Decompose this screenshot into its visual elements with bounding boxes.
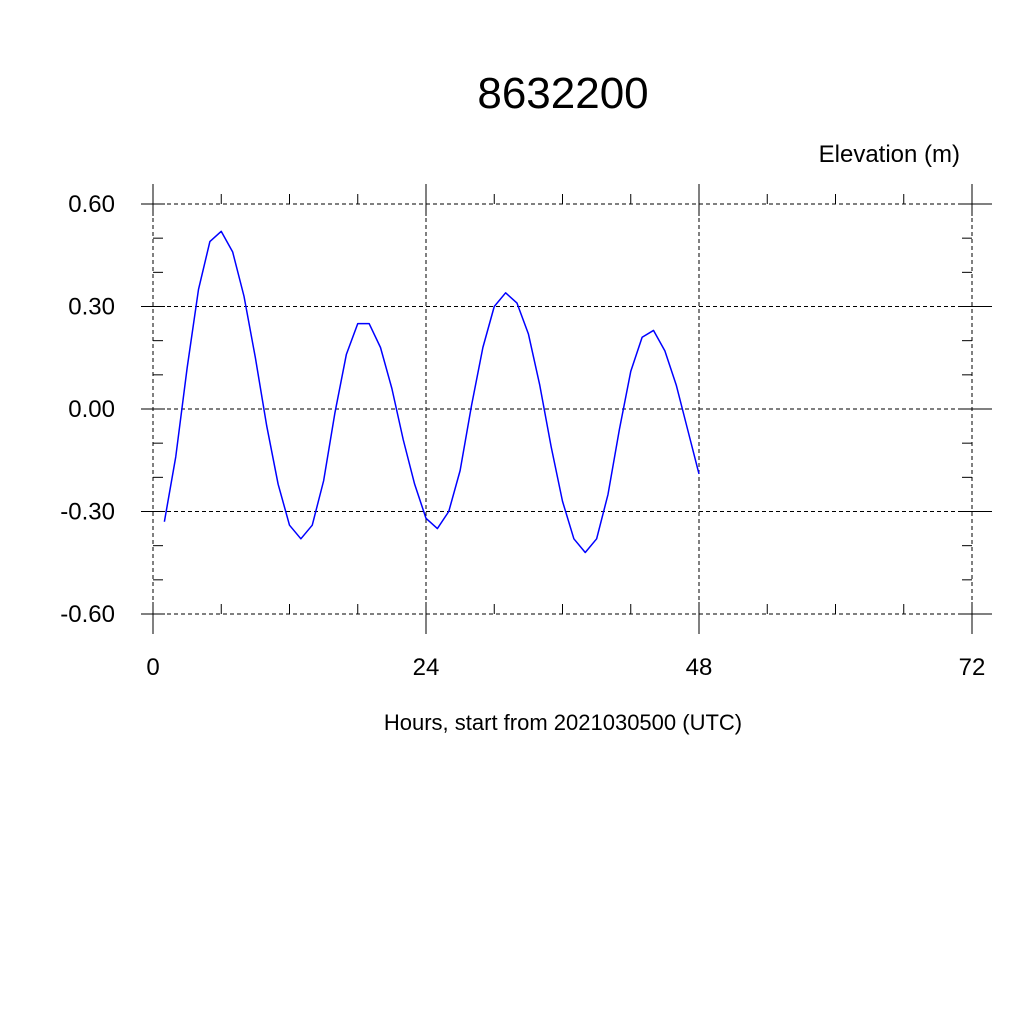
chart-title: 8632200 [477,69,648,118]
x-axis-label: Hours, start from 2021030500 (UTC) [384,710,742,735]
minor-ticks [153,194,972,614]
x-tick-label-1: 24 [413,654,440,681]
x-tick-label-2: 48 [686,654,713,681]
y-tick-label-2: 0.00 [68,396,115,423]
x-tick-labels: 0 24 48 72 [146,654,985,681]
series-line-0 [163,230,700,554]
grid [152,203,973,615]
y-axis-label: Elevation (m) [819,141,960,168]
y-tick-labels: 0.60 0.30 0.00 -0.30 -0.60 [60,191,115,628]
series-group [163,230,700,554]
y-tick-label-1: 0.30 [68,294,115,321]
major-ticks [141,184,992,634]
y-tick-label-4: -0.60 [60,601,115,628]
x-tick-label-3: 72 [959,654,986,681]
x-tick-label-0: 0 [146,654,159,681]
y-tick-label-3: -0.30 [60,499,115,526]
y-tick-label-0: 0.60 [68,191,115,218]
